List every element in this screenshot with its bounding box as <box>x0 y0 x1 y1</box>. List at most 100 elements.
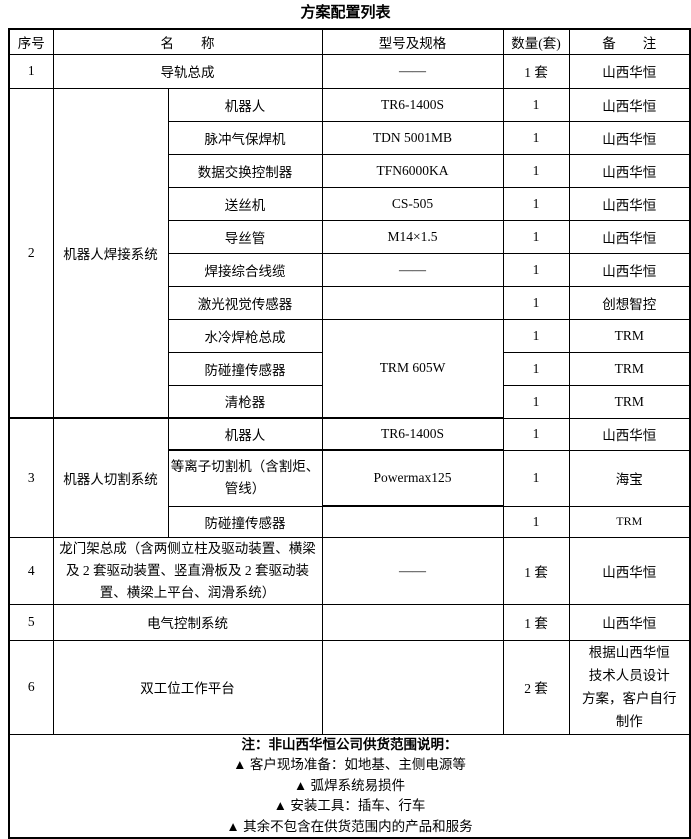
header-remark: 备 注 <box>568 28 691 55</box>
remark-cell: 海宝 <box>568 449 691 507</box>
qty-cell: 1 <box>502 417 570 451</box>
remark-cell: 山西华恒 <box>568 153 691 188</box>
note-item: ▲ 客户现场准备：如地基、主侧电源等 <box>233 757 466 772</box>
item-name-cell: 双工位工作平台 <box>52 639 323 735</box>
item-name-cell: 数据交换控制器 <box>167 153 323 188</box>
model-cell <box>321 603 504 641</box>
qty-cell: 2 套 <box>502 639 570 735</box>
header-model: 型号及规格 <box>321 28 504 55</box>
table-row: 激光视觉传感器 1 创想智控 <box>9 285 691 320</box>
remark-cell: 山西华恒 <box>568 536 691 605</box>
model-cell <box>321 285 504 320</box>
item-name-cell: 激光视觉传感器 <box>167 285 323 320</box>
item-name-cell: 导丝管 <box>167 219 323 254</box>
qty-cell: 1 <box>502 449 570 507</box>
model-cell: TFN6000KA <box>321 153 504 188</box>
model-cell: —— <box>321 252 504 287</box>
row-no-cell: 3 <box>8 417 54 538</box>
remark-cell: 山西华恒 <box>568 252 691 287</box>
table-row: 1 导轨总成 —— 1 套 山西华恒 <box>8 53 691 89</box>
model-cell: Powermax125 <box>321 449 504 507</box>
qty-cell: 1 <box>502 153 570 188</box>
table-row: 防碰撞传感器 1 TRM <box>9 351 691 386</box>
table-row: 导丝管 M14×1.5 1 山西华恒 <box>9 219 691 254</box>
page-title: 方案配置列表 <box>300 5 391 21</box>
remark-cell: 创想智控 <box>568 285 691 320</box>
system-name-cell: 机器人焊接系统 <box>52 87 169 419</box>
item-name-cell: 电气控制系统 <box>52 603 323 641</box>
notes-row: 注：非山西华恒公司供货范围说明： ▲ 客户现场准备：如地基、主侧电源等 ▲ 弧焊… <box>8 733 691 839</box>
qty-cell: 1 <box>502 219 570 254</box>
item-name-cell: 导轨总成 <box>52 53 323 89</box>
item-name-cell: 防碰撞传感器 <box>167 505 323 538</box>
notes-heading: 注：非山西华恒公司供货范围说明： <box>241 736 458 752</box>
table-row: 清枪器 1 TRM <box>9 384 691 419</box>
model-cell: TR6-1400S <box>321 87 504 122</box>
notes-cell: 注：非山西华恒公司供货范围说明： ▲ 客户现场准备：如地基、主侧电源等 ▲ 弧焊… <box>8 733 691 839</box>
item-name-cell: 防碰撞传感器 <box>167 351 323 386</box>
item-name-cell: 机器人 <box>167 417 323 451</box>
remark-cell: 山西华恒 <box>568 87 691 122</box>
item-name-cell: 焊接综合线缆 <box>167 252 323 287</box>
model-cell <box>321 639 504 735</box>
system-name-cell: 机器人切割系统 <box>52 417 169 538</box>
model-cell <box>321 505 504 538</box>
model-cell: TRM 605W <box>321 318 504 419</box>
config-table: 序号 名 称 型号及规格 数量(套) 备 注 1 导轨总成 —— 1 套 山西华… <box>8 28 691 839</box>
table-row: 送丝机 CS-505 1 山西华恒 <box>9 186 691 221</box>
qty-cell: 1 <box>502 120 570 155</box>
remark-cell: 根据山西华恒 技术人员设计 方案，客户自行 制作 <box>568 639 691 735</box>
qty-cell: 1 套 <box>502 603 570 641</box>
remark-cell: 山西华恒 <box>568 186 691 221</box>
table-row: 5 电气控制系统 1 套 山西华恒 <box>8 603 691 641</box>
qty-cell: 1 套 <box>502 53 570 89</box>
remark-cell: 山西华恒 <box>568 219 691 254</box>
remark-cell: 山西华恒 <box>568 417 691 451</box>
model-cell: TDN 5001MB <box>321 120 504 155</box>
qty-cell: 1 <box>502 87 570 122</box>
table-row: 焊接综合线缆 —— 1 山西华恒 <box>9 252 691 287</box>
qty-cell: 1 <box>502 351 570 386</box>
row-no-cell: 2 <box>8 87 54 419</box>
qty-cell: 1 <box>502 384 570 419</box>
qty-cell: 1 <box>502 318 570 353</box>
row-no-cell: 4 <box>8 536 54 605</box>
row-no-cell: 5 <box>8 603 54 641</box>
note-item: ▲ 弧焊系统易损件 <box>293 777 406 793</box>
remark-cell: TRM <box>568 384 691 419</box>
item-name-cell: 等离子切割机（含割炬、管线） <box>167 449 323 507</box>
table-header-row: 序号 名 称 型号及规格 数量(套) 备 注 <box>8 28 691 55</box>
model-cell: CS-505 <box>321 186 504 221</box>
item-name-cell: 机器人 <box>167 87 323 122</box>
qty-cell: 1 <box>502 252 570 287</box>
item-name-cell: 脉冲气保焊机 <box>167 120 323 155</box>
item-name-cell: 龙门架总成（含两侧立柱及驱动装置、横梁及 2 套驱动装置、竖直滑板及 2 套驱动… <box>52 536 323 605</box>
remark-cell: TRM <box>568 318 691 353</box>
note-item: ▲ 其余不包含在供货范围内的产品和服务 <box>226 818 473 834</box>
model-cell: —— <box>321 536 504 605</box>
header-qty: 数量(套) <box>502 28 570 55</box>
remark-cell: 山西华恒 <box>568 603 691 641</box>
qty-cell: 1 <box>502 505 570 538</box>
qty-cell: 1 <box>502 285 570 320</box>
row-no-cell: 6 <box>8 639 54 735</box>
model-cell: TR6-1400S <box>321 417 504 451</box>
table-row: 3 机器人切割系统 机器人 TR6-1400S 1 山西华恒 <box>8 417 691 538</box>
item-name-cell: 清枪器 <box>167 384 323 419</box>
remark-cell: 山西华恒 <box>568 53 691 89</box>
table-row: 4 龙门架总成（含两侧立柱及驱动装置、横梁及 2 套驱动装置、竖直滑板及 2 套… <box>8 536 691 605</box>
item-name-cell: 送丝机 <box>167 186 323 221</box>
table-row: 数据交换控制器 TFN6000KA 1 山西华恒 <box>9 153 691 188</box>
qty-cell: 1 <box>502 186 570 221</box>
remark-cell: 山西华恒 <box>568 120 691 155</box>
qty-cell: 1 套 <box>502 536 570 605</box>
note-item: ▲ 安装工具：插车、行车 <box>273 798 426 813</box>
header-name: 名 称 <box>52 28 323 55</box>
item-name-cell: 水冷焊枪总成 <box>167 318 323 353</box>
row-no-cell: 1 <box>8 53 54 89</box>
table-row: 2 机器人焊接系统 机器人 TR6-1400S 1 山西华恒 <box>8 87 691 419</box>
model-cell: —— <box>321 53 504 89</box>
model-cell: M14×1.5 <box>321 219 504 254</box>
table-row: 防碰撞传感器 1 TRM <box>9 505 691 538</box>
header-no: 序号 <box>8 28 54 55</box>
